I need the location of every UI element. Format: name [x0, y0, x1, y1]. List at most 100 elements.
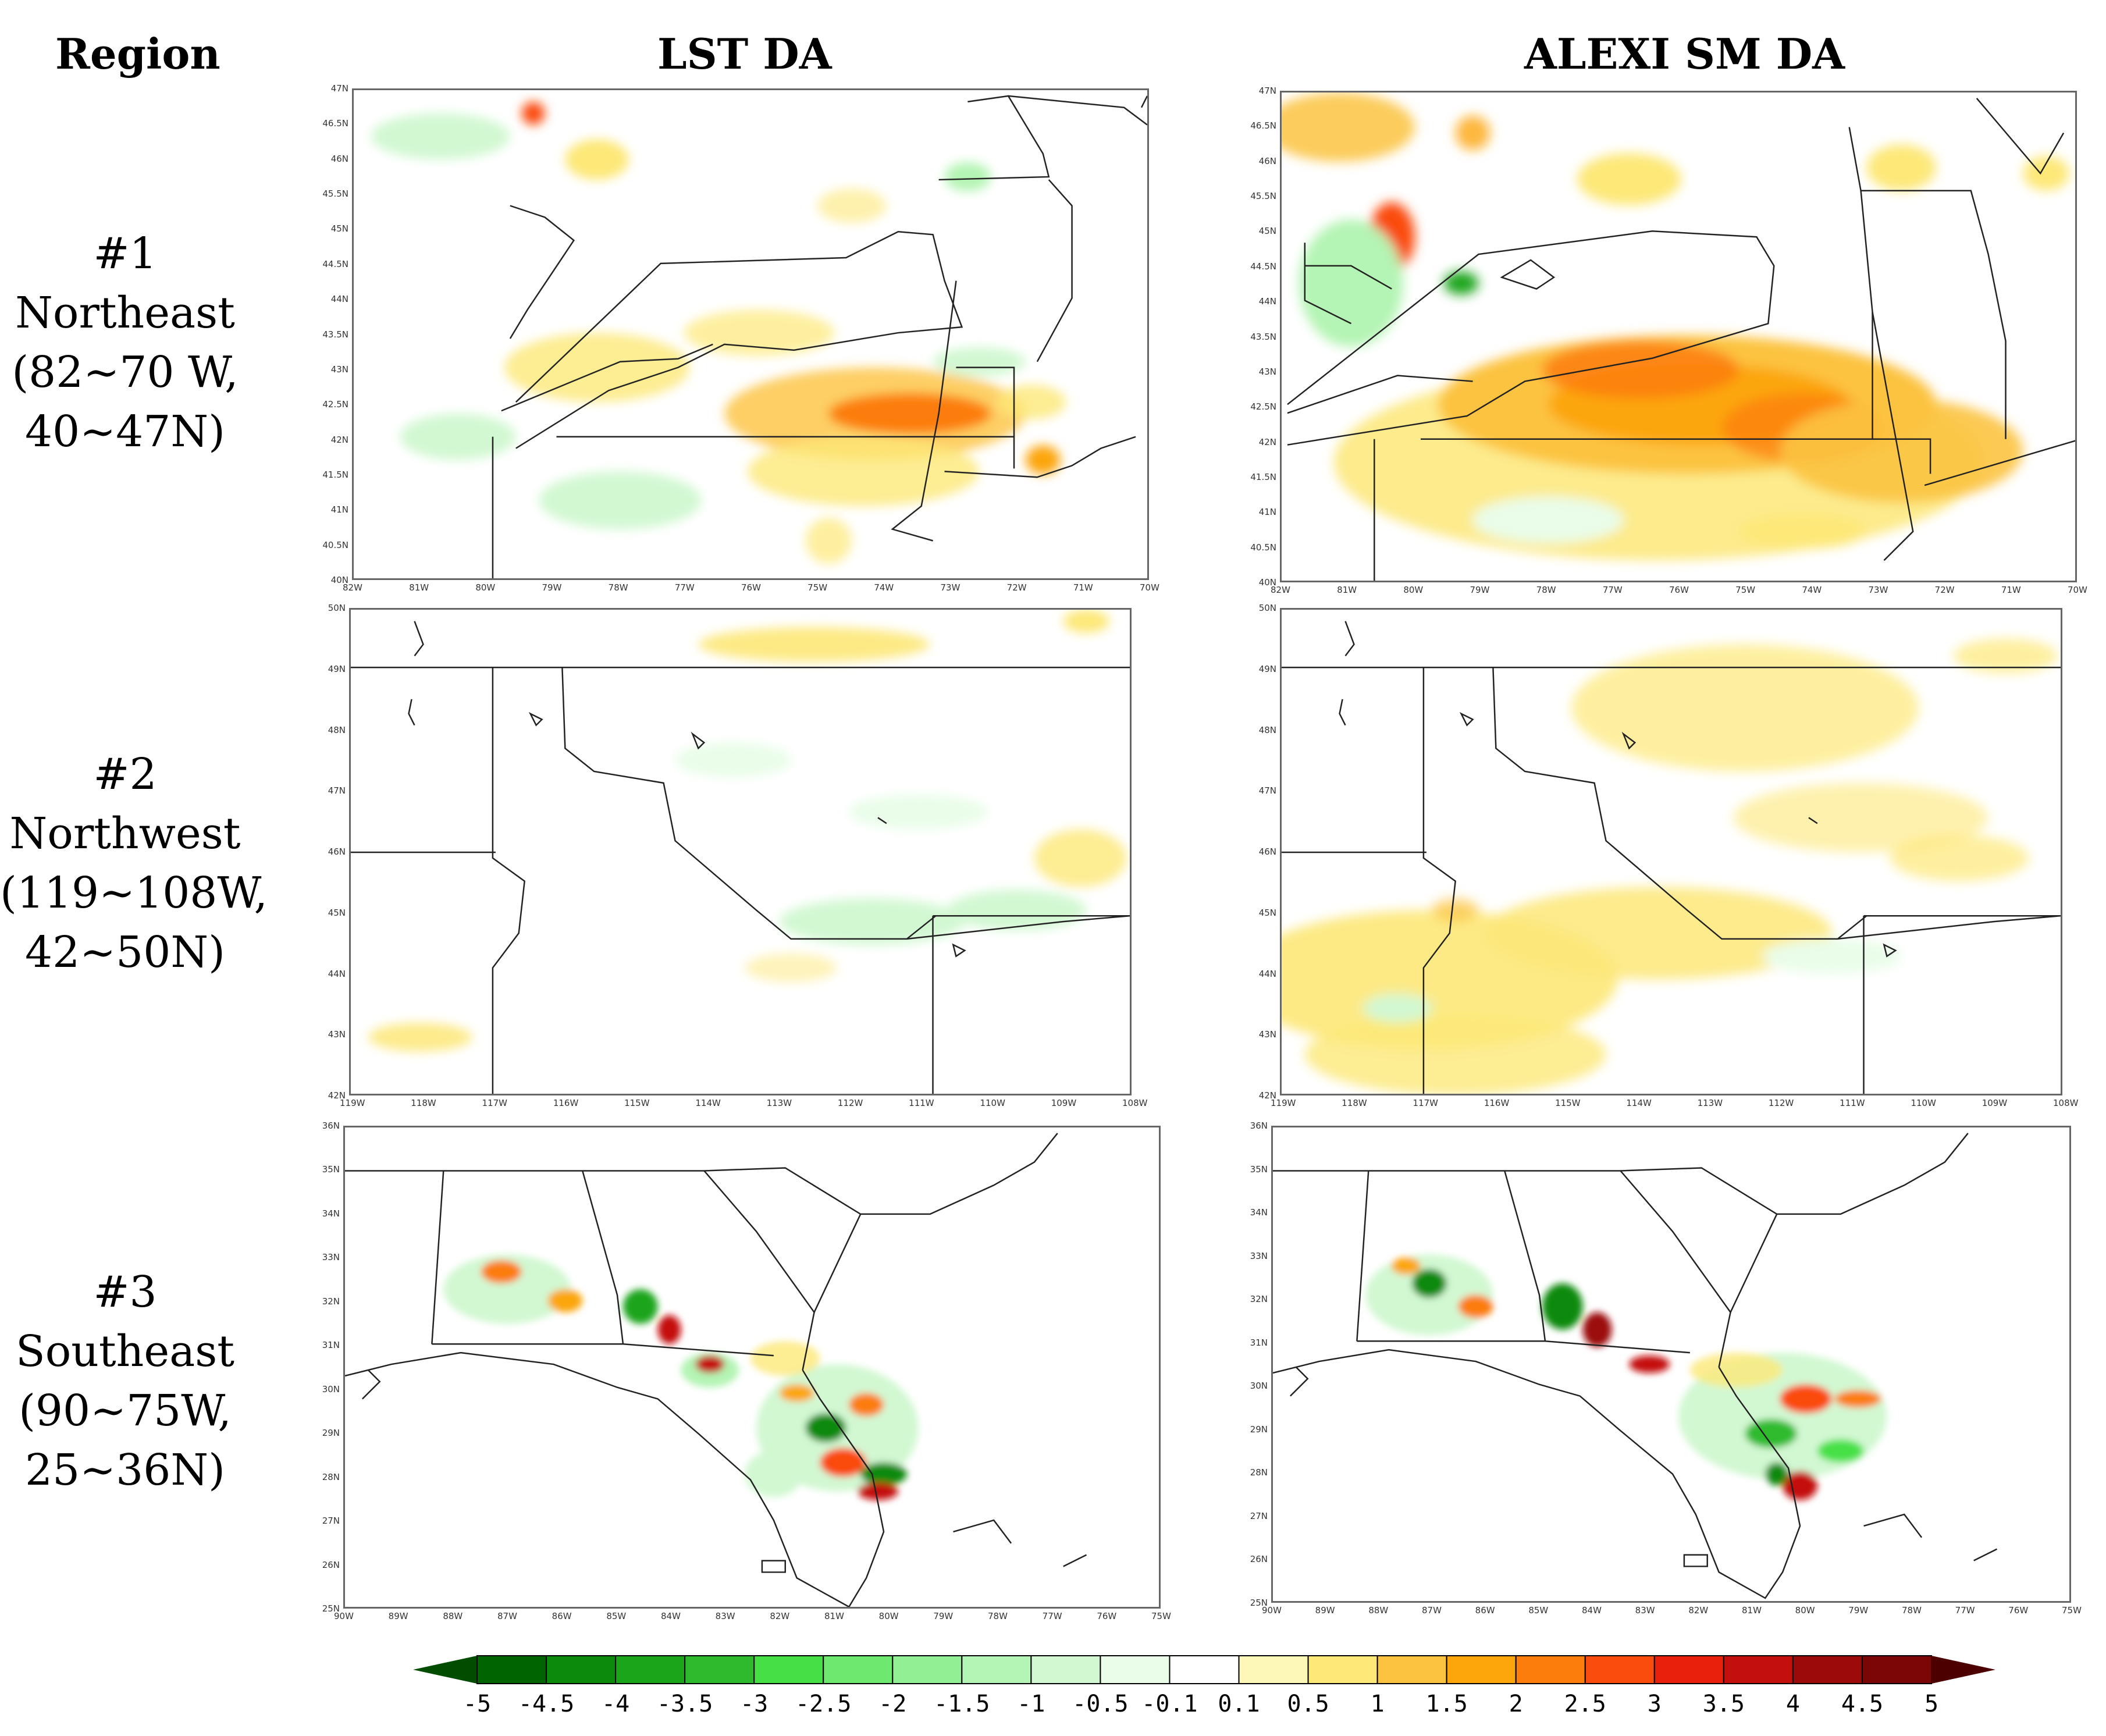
lat-tick-label: 33N — [1250, 1250, 1268, 1261]
region-name: Northeast — [15, 288, 235, 338]
lon-tick-label: 79W — [542, 582, 562, 593]
lat-tick-label: 41N — [330, 504, 348, 515]
lon-tick-label: 84W — [661, 1611, 681, 1621]
colorbar-tick-label: -0.1 — [1141, 1691, 1198, 1717]
map-northeast-alexi — [1280, 91, 2077, 582]
lat-tick-label: 45.5N — [1250, 191, 1276, 202]
colorbar-over-arrow — [1931, 1656, 1995, 1684]
colorbar-segment — [823, 1655, 894, 1684]
lon-tick-label: 71W — [2001, 585, 2021, 595]
lon-tick-label: 80W — [878, 1611, 899, 1621]
colorbar-segment — [1792, 1655, 1863, 1684]
lat-tick-label: 42N — [1258, 436, 1276, 447]
region-range: (82~70 W, — [12, 347, 239, 397]
colorbar-segment — [1723, 1655, 1794, 1684]
colorbar-tick-label: 4 — [1785, 1691, 1800, 1717]
lon-tick-label: 77W — [1602, 585, 1623, 595]
lat-tick-label: 42.5N — [322, 399, 348, 410]
coastline-borders — [492, 95, 1147, 578]
lat-tick-label: 40N — [330, 575, 348, 585]
region-number: #1 — [93, 229, 157, 279]
lat-tick-label: 42N — [330, 434, 348, 445]
lon-tick-label: 117W — [482, 1098, 507, 1108]
lat-tick-label: 31N — [1250, 1337, 1268, 1348]
colorbar-segment — [1238, 1655, 1309, 1684]
lon-tick-label: 81W — [1742, 1605, 1762, 1616]
lon-tick-label: 76W — [741, 582, 761, 593]
map-southeast-alexi — [1271, 1126, 2071, 1603]
lon-tick-label: 112W — [837, 1098, 863, 1108]
lon-tick-label: 117W — [1413, 1098, 1438, 1108]
lon-tick-label: 87W — [497, 1611, 517, 1621]
lon-tick-label: 85W — [1528, 1605, 1549, 1616]
lat-tick-label: 41.5N — [1250, 471, 1276, 482]
colorbar-segment — [1100, 1655, 1171, 1684]
lon-tick-label: 119W — [1271, 1098, 1296, 1108]
anomaly-field — [1282, 638, 2058, 1094]
region-range: 40~47N) — [25, 407, 225, 457]
colorbar-segment — [961, 1655, 1032, 1684]
lon-tick-label: 76W — [1097, 1611, 1117, 1621]
lon-tick-label: 109W — [1051, 1098, 1077, 1108]
lon-tick-label: 82W — [1271, 585, 1290, 595]
colorbar-segment — [1030, 1655, 1101, 1684]
lon-tick-label: 89W — [388, 1611, 408, 1621]
lon-tick-label: 82W — [1688, 1605, 1709, 1616]
colorbar-tick-label: 3 — [1647, 1691, 1662, 1717]
lon-tick-label: 111W — [1840, 1098, 1865, 1108]
lat-tick-label: 45N — [1258, 907, 1276, 918]
lat-tick-label: 33N — [322, 1252, 340, 1263]
lat-tick-label: 46N — [330, 153, 348, 164]
lon-tick-label: 73W — [940, 582, 960, 593]
lon-tick-label: 84W — [1582, 1605, 1602, 1616]
lon-tick-label: 113W — [766, 1098, 792, 1108]
colorbar-tick-label: 5 — [1924, 1691, 1939, 1717]
lat-tick-label: 29N — [1250, 1424, 1268, 1435]
lat-tick-label: 43N — [328, 1029, 346, 1040]
lon-tick-label: 80W — [1403, 585, 1424, 595]
lon-tick-label: 116W — [553, 1098, 579, 1108]
lat-tick-label: 43N — [330, 364, 348, 375]
lat-tick-label: 34N — [322, 1208, 340, 1219]
lon-tick-label: 80W — [475, 582, 496, 593]
lon-tick-label: 115W — [1555, 1098, 1581, 1108]
colorbar-segment — [476, 1655, 547, 1684]
lon-tick-label: 114W — [1626, 1098, 1652, 1108]
colorbar — [413, 1655, 1995, 1684]
lat-tick-label: 47N — [1258, 86, 1276, 96]
lat-tick-label: 45N — [1258, 226, 1276, 237]
map-southeast-lst — [343, 1126, 1161, 1609]
lat-tick-label: 43.5N — [1250, 331, 1276, 342]
lat-tick-label: 42N — [1258, 1090, 1276, 1101]
lat-tick-label: 47N — [328, 785, 346, 796]
lat-tick-label: 47N — [1258, 785, 1276, 796]
lon-tick-label: 83W — [1635, 1605, 1655, 1616]
lon-tick-label: 71W — [1073, 582, 1093, 593]
lat-tick-label: 26N — [322, 1559, 340, 1570]
lon-tick-label: 79W — [1470, 585, 1490, 595]
lat-tick-label: 25N — [322, 1603, 340, 1614]
region-label-2: #2 Northwest (119~108W, 42~50N) — [0, 745, 268, 982]
coastline-borders — [351, 621, 1130, 1094]
lat-tick-label: 50N — [328, 603, 346, 613]
colorbar-segment — [546, 1655, 617, 1684]
region-header: Region — [55, 29, 220, 79]
lon-tick-label: 90W — [1262, 1605, 1282, 1616]
colorbar-segment — [892, 1655, 963, 1684]
colorbar-tick-label: -3.5 — [656, 1691, 713, 1717]
coastline-borders — [1282, 621, 2061, 1094]
coastline-borders — [1273, 1133, 1998, 1599]
lon-tick-label: 113W — [1697, 1098, 1723, 1108]
lon-tick-label: 82W — [770, 1611, 790, 1621]
lon-tick-label: 73W — [1868, 585, 1888, 595]
lat-tick-label: 26N — [1250, 1554, 1268, 1565]
map-northwest-lst — [349, 608, 1132, 1095]
colorbar-tick-label: -1.5 — [934, 1691, 990, 1717]
lst-da-header: LST DA — [657, 29, 832, 79]
lon-tick-label: 79W — [933, 1611, 954, 1621]
coastline-borders — [1287, 98, 2075, 581]
lon-tick-label: 118W — [411, 1098, 436, 1108]
lon-tick-label: 81W — [1337, 585, 1357, 595]
lat-tick-label: 28N — [1250, 1467, 1268, 1478]
lat-tick-label: 46N — [1258, 155, 1276, 166]
